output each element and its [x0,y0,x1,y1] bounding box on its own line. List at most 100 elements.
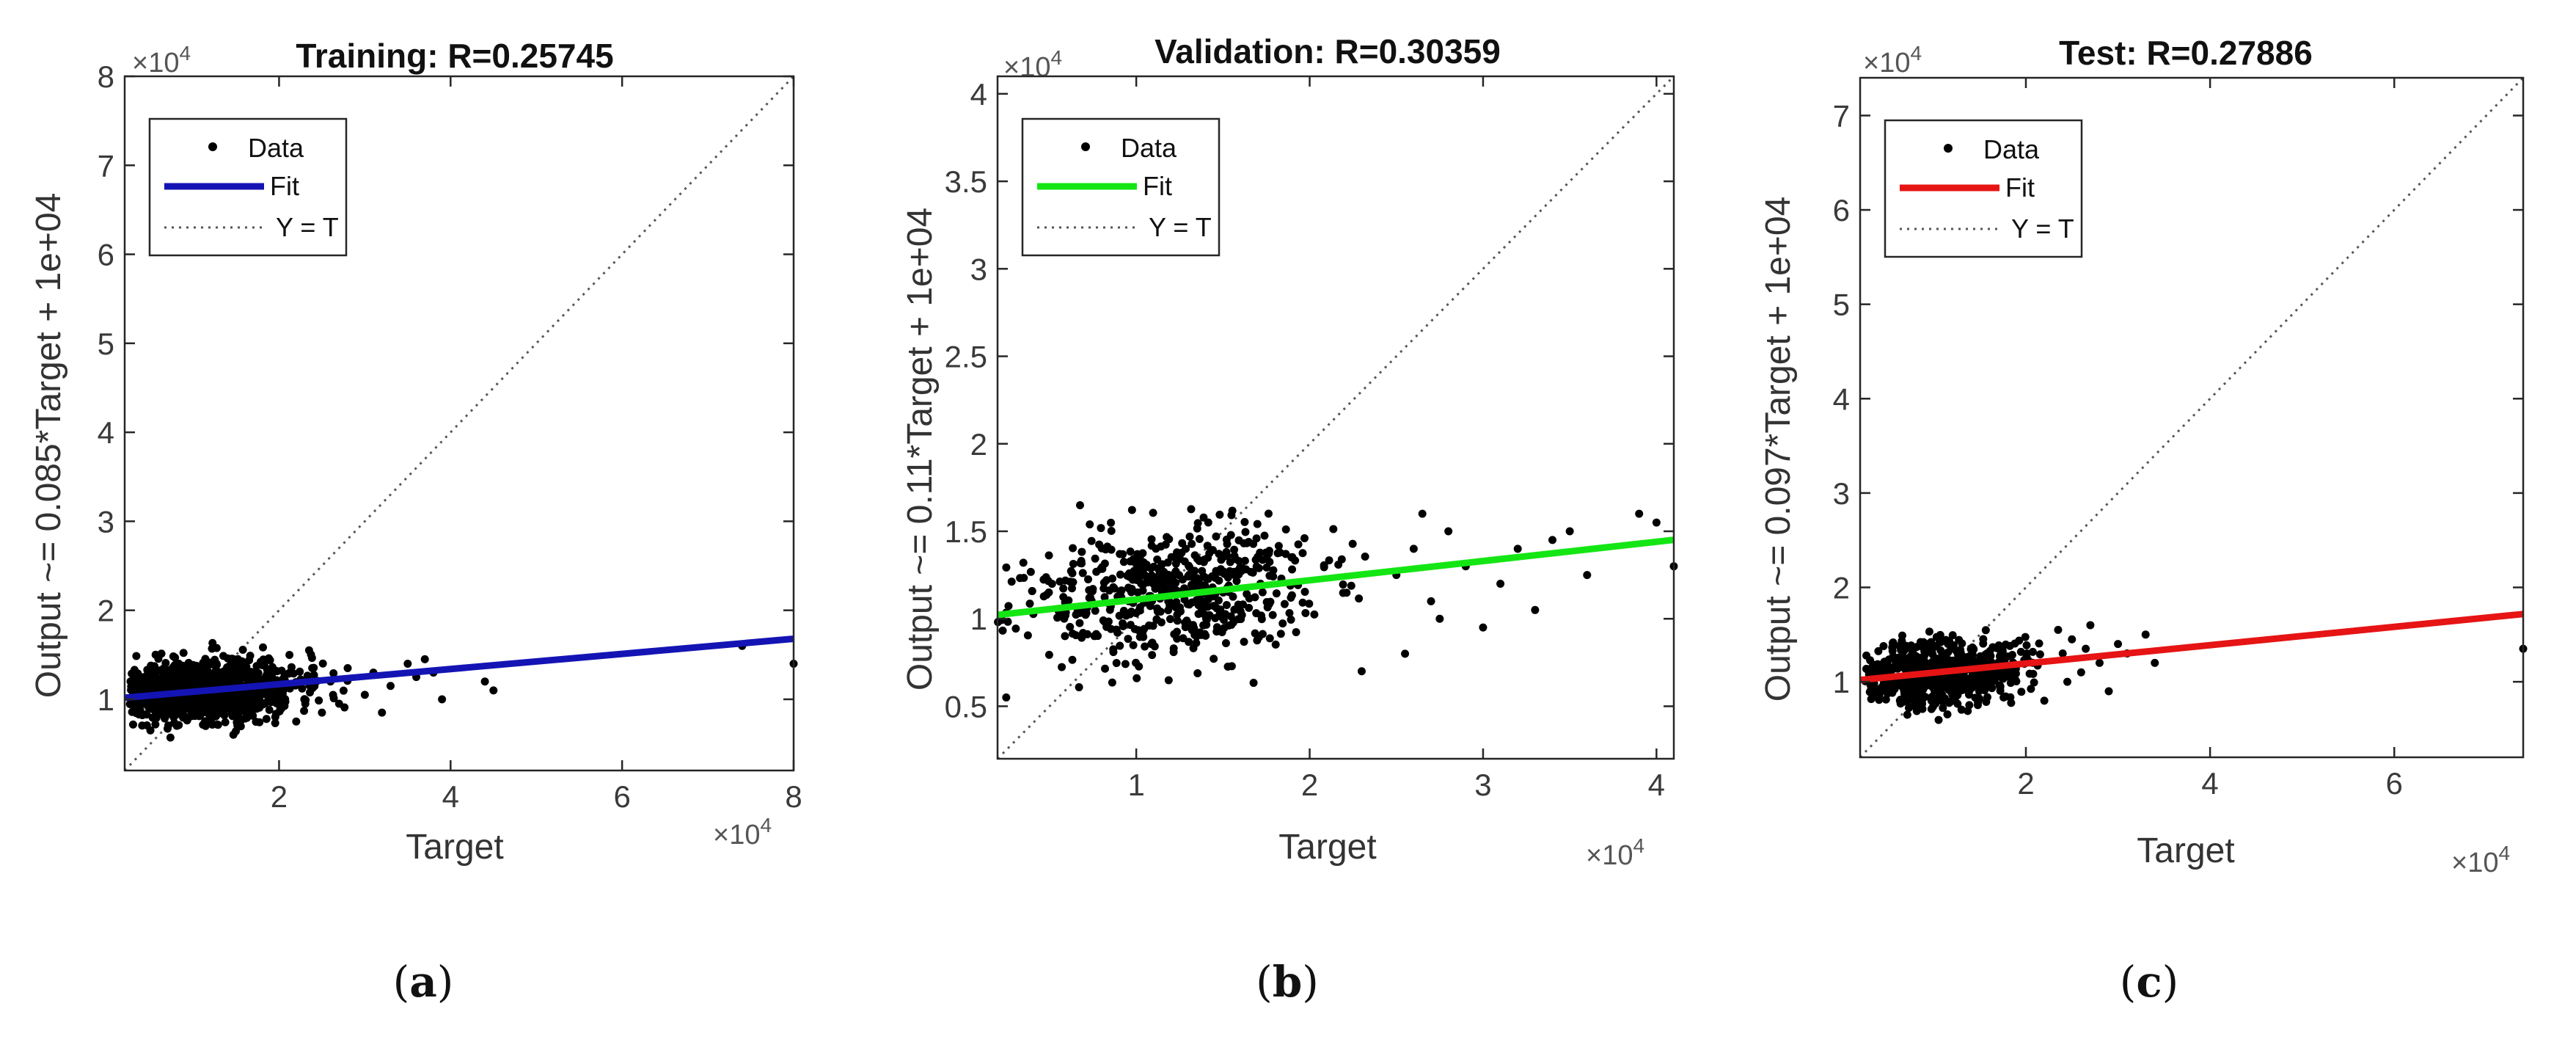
data-point [132,709,141,718]
chart-title: Validation: R=0.30359 [1155,32,1501,70]
data-point [1091,554,1099,563]
data-point [1215,550,1223,558]
data-point [1881,695,1890,704]
data-point [1166,615,1174,624]
data-point [1193,519,1202,528]
data-point [1427,597,1435,605]
data-point [1135,662,1144,671]
data-point [1409,544,1418,553]
data-point [158,668,167,677]
data-point [191,661,200,670]
data-point [237,696,246,704]
data-point [1068,630,1077,638]
y-tick-label: 1.5 [945,514,987,549]
data-point [1903,710,1911,719]
data-point [1101,664,1110,673]
data-point [243,702,252,711]
data-point [1917,699,1926,708]
data-point [1927,638,1936,646]
data-point [1212,532,1221,541]
data-point [1044,551,1053,560]
data-point [1100,593,1109,602]
data-point [1119,558,1128,566]
data-point [169,671,178,680]
data-point [310,671,318,680]
data-point [225,667,234,676]
data-point [1320,561,1328,569]
data-point [1513,544,1522,553]
data-point [271,710,280,718]
data-point [1002,563,1011,572]
y-tick-label: 6 [98,238,114,272]
y-tick-label: 3 [1833,476,1850,511]
data-point [1023,631,1032,640]
data-point [165,679,174,688]
data-point [2054,625,2063,634]
data-point [2035,650,2044,659]
legend-label-fit: Fit [1143,171,1172,201]
data-point [1998,646,2007,655]
data-point [1325,556,1333,565]
identity-line [996,75,1675,760]
data-point [223,703,232,712]
data-point [1044,650,1053,659]
panel-caption: (a) [393,957,454,1007]
y-tick-label: 4 [970,77,987,112]
data-point [2007,699,2016,707]
y-tick-label: 7 [98,148,114,183]
data-point [1107,526,1116,535]
data-point [1269,572,1278,581]
data-point [1210,655,1218,663]
data-point [133,681,142,690]
data-point [1237,564,1246,572]
data-point [1240,638,1248,646]
data-point [1077,547,1086,556]
legend: Data Fit Y = T [148,117,348,257]
data-point [1221,639,1230,648]
y-tick-label: 6 [1833,193,1850,227]
data-point [1218,628,1226,637]
data-point [1075,683,1083,692]
data-point [2001,692,2010,701]
data-point [1496,580,1505,589]
fit-line [1859,611,2524,684]
data-point [1011,624,1020,633]
data-point [2058,649,2067,658]
data-point [1983,693,1992,702]
data-point [339,686,348,695]
data-point [1253,520,1262,528]
data-point [201,721,210,730]
data-point [1192,638,1201,647]
data-point [212,644,221,652]
data-point [304,646,313,655]
data-point [230,691,238,700]
y-axis-label: Output ~= 0.097*Target + 1e+04 [1759,197,1798,702]
data-point [1249,679,1258,688]
data-point [1272,589,1281,598]
data-point [998,626,1007,635]
data-point [144,682,153,691]
data-point [1126,621,1135,630]
y-axis-label: Output ~= 0.11*Target + 1e+04 [901,208,940,691]
data-point [307,654,316,663]
data-point [1263,603,1272,612]
data-point [1025,600,1034,608]
data-point [1133,674,1141,682]
x-axis-label: Target [2137,831,2234,870]
data-point [1068,655,1077,664]
data-point [1004,602,1013,611]
data-point [1142,560,1151,569]
data-point [1310,610,1319,619]
data-point [298,684,307,693]
data-point [318,659,327,668]
x-tick-label: 6 [613,779,630,814]
data-point [1976,674,1985,682]
data-point [1979,639,1988,648]
data-point [1098,563,1107,572]
data-point [200,702,208,710]
x-axis-exponent: ×104 [2451,842,2510,878]
data-point [1435,614,1444,623]
data-point [280,702,289,710]
data-point [2095,658,2104,667]
data-point [1565,527,1574,536]
